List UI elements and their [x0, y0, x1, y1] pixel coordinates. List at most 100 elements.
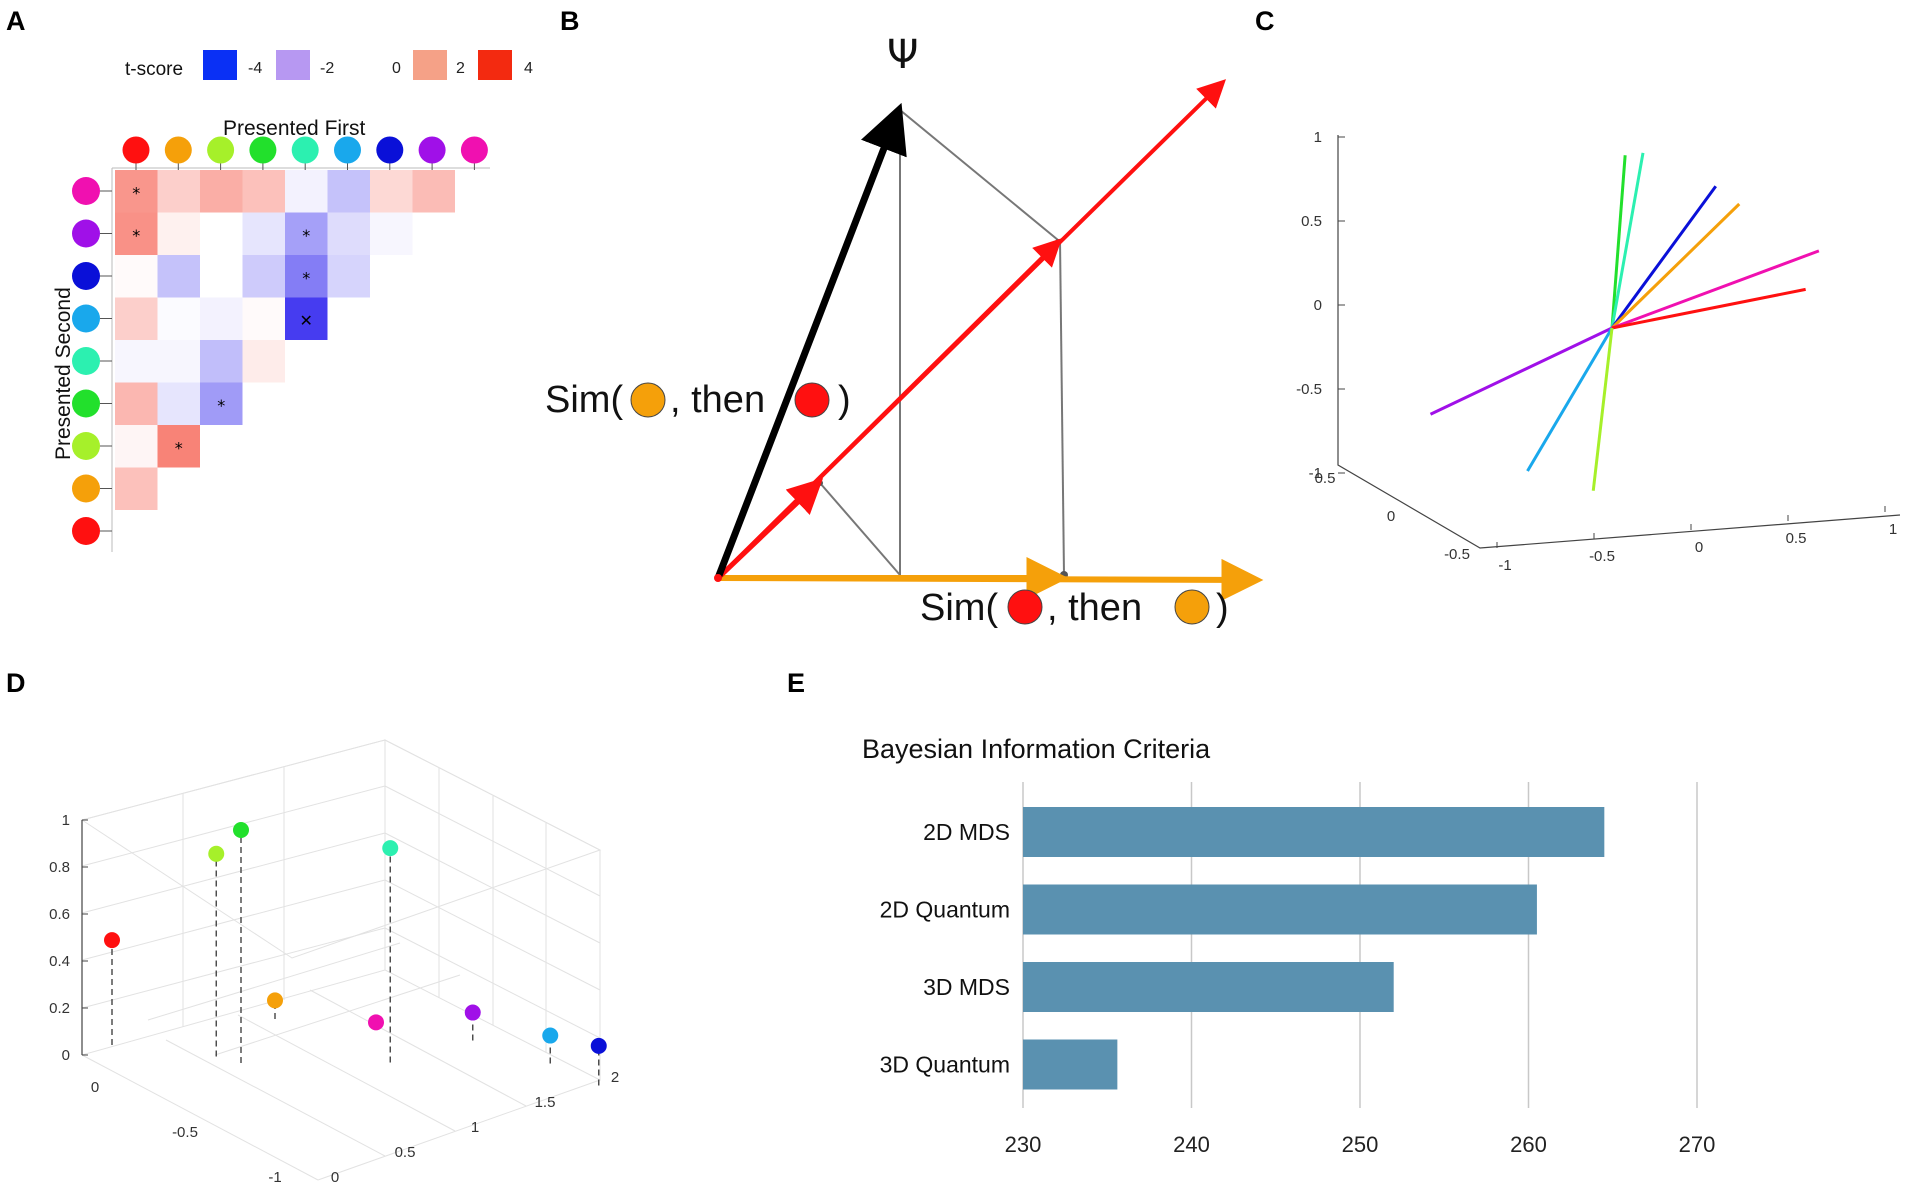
c-x-tick-label: 0.5 [1786, 530, 1807, 547]
d-z-tick-label: 0.6 [49, 906, 70, 923]
heatmap-mark: * [217, 396, 225, 415]
sim-top-middle: , then [670, 379, 765, 421]
column-color-dot [291, 136, 319, 164]
row-color-dot [72, 432, 100, 460]
projection-line-small [819, 482, 901, 576]
heatmap-cell [242, 170, 285, 213]
c-x-tick-label: -1 [1498, 557, 1511, 574]
projection-line-red-vertical [1059, 239, 1065, 576]
row-color-dot [72, 389, 100, 418]
column-color-dot [249, 136, 277, 164]
d-back-wall [81, 739, 386, 1056]
heatmap-cell [115, 255, 158, 298]
heatmap-mark: * [132, 183, 140, 202]
d-x-tick-label: 2 [611, 1069, 619, 1086]
d-floor-grid [165, 1039, 386, 1157]
d-floor-plane [80, 739, 602, 959]
e-category-label: 3D MDS [923, 974, 1010, 1000]
d-y-tick-label: 0 [91, 1079, 99, 1096]
d-x-tick-label: 1 [471, 1119, 479, 1136]
c-y-tick-label: 0 [1387, 508, 1395, 525]
sim-bottom-red-dot [1007, 589, 1043, 625]
heatmap-cell [285, 297, 328, 340]
legend-swatch-pos4 [478, 50, 512, 80]
row-color-dot [72, 177, 100, 205]
heatmap-cell [327, 170, 370, 213]
panel-d-3d-scatter: 1 0.8 0.6 0.4 0.2 0 0 -0.5 -1 0 0.5 1 1.5 2 [49, 739, 619, 1186]
legend-tick-neg2: -2 [320, 60, 334, 77]
heatmap-cell [200, 382, 243, 425]
d-grid [80, 739, 602, 1181]
e-category-label: 2D Quantum [880, 897, 1010, 923]
heatmap-cell [157, 255, 200, 298]
sim-top-red-dot [794, 382, 830, 418]
panel-c-3d-vectors: 1 0.5 0 -0.5 -1 0.5 0 -0.5 -1 -0.5 0 0.5 1 [1296, 129, 1901, 574]
e-bar [1023, 884, 1537, 935]
d-floor-grid [237, 1014, 456, 1132]
heatmap-cell [157, 170, 200, 213]
column-color-dot [207, 136, 235, 164]
heatmap-cell [242, 255, 285, 298]
d-point [233, 822, 249, 838]
c-y-axis: 0.5 0 -0.5 [1315, 470, 1470, 563]
d-z-tick-label: 0.4 [49, 953, 70, 970]
heatmap-cell [115, 467, 158, 510]
heatmap-cell [115, 382, 158, 425]
d-grid-line [81, 832, 386, 914]
d-floor-grid [309, 989, 527, 1107]
legend-swatch-neg2 [276, 50, 310, 80]
c-vector-line [1611, 249, 1820, 330]
d-x-axis: 0 0.5 1 1.5 2 [331, 1069, 619, 1186]
heatmap-cell [242, 340, 285, 383]
sim-top-prefix: Sim( [545, 379, 623, 421]
d-point [464, 1004, 481, 1021]
e-x-tick-label: 230 [1005, 1132, 1042, 1157]
heatmap-cell [285, 255, 328, 298]
c-vector-line [1610, 155, 1627, 329]
c-z-axis: 1 0.5 0 -0.5 -1 [1296, 129, 1345, 482]
c-z-tick-label: 0 [1314, 297, 1322, 314]
sim-bottom-prefix: Sim( [920, 587, 998, 629]
red-small-vector [716, 478, 824, 580]
heatmap-cell [242, 212, 285, 255]
row-color-dot [72, 304, 100, 333]
heatmap-ylabel: Presented Second [52, 287, 75, 460]
psi-vector [714, 102, 907, 580]
heatmap-cell [370, 170, 413, 213]
d-floor-edge-left [81, 1054, 319, 1181]
heatmap-cell [200, 297, 243, 340]
heatmap-cell [115, 212, 158, 255]
origin-point [714, 574, 722, 582]
c-y-tick-label: 0.5 [1315, 470, 1336, 487]
c-x-tick-label: -0.5 [1589, 548, 1615, 565]
heatmap-xlabel: Presented First [223, 117, 366, 140]
c-z-tick-label: 1 [1314, 129, 1322, 146]
column-color-dot [334, 136, 361, 164]
panel-label-c: C [1255, 6, 1275, 36]
d-grid-line [81, 785, 386, 867]
c-vector-lines [1429, 152, 1820, 491]
heatmap-significance-marks: * * * * ✕ * * [132, 183, 313, 457]
e-x-tick-label: 250 [1342, 1132, 1379, 1157]
heatmap-cell [115, 340, 158, 383]
panel-label-b: B [560, 6, 580, 36]
legend-tick-pos2: 2 [456, 60, 465, 77]
panel-b-vector-diagram: Ψ Sim( , then ) Sim( , then ) [545, 32, 1264, 629]
heatmap-cell [285, 170, 328, 213]
projection-line-psi-to-red [899, 109, 1059, 241]
heatmap-mark: * [302, 226, 310, 245]
heatmap-mark: * [302, 268, 310, 287]
psi-label: Ψ [887, 32, 918, 78]
heatmap-mark: * [132, 226, 140, 245]
panel-a-heatmap: t-score -4 -2 0 2 4 Presented First Pres… [52, 50, 533, 552]
d-point [208, 845, 225, 862]
heatmap-mark: * [175, 438, 183, 457]
heatmap-cell [200, 255, 243, 298]
heatmap-cell [370, 212, 413, 255]
e-bar [1023, 962, 1394, 1012]
heatmap-cell [115, 425, 158, 468]
heatmap-column-colors [122, 136, 488, 170]
d-point [382, 840, 399, 857]
e-category-labels: 2D MDS 2D Quantum 3D MDS 3D Quantum [880, 819, 1010, 1078]
heatmap-cell [285, 212, 328, 255]
